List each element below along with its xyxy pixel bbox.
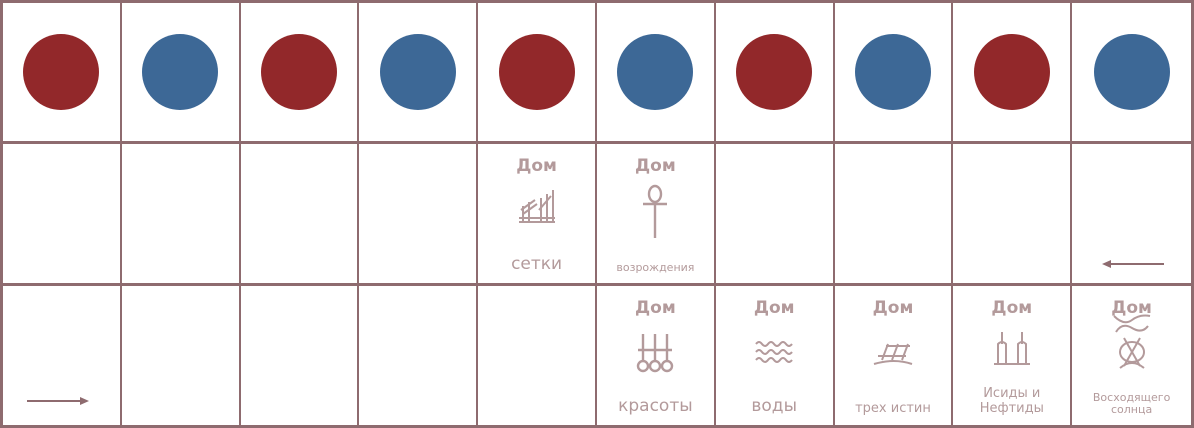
- square-20[interactable]: [3, 144, 122, 286]
- house-label: Дом: [753, 298, 795, 318]
- house-label: Дом: [635, 298, 676, 318]
- red-piece[interactable]: [736, 34, 813, 110]
- square-28-house-of-three-truths[interactable]: Дом трех истин: [835, 286, 954, 425]
- ankh-icon: [643, 184, 668, 238]
- square-14[interactable]: [715, 144, 835, 286]
- house-name: воды: [751, 396, 797, 417]
- square-5[interactable]: [478, 3, 597, 144]
- square-25[interactable]: [478, 286, 597, 425]
- square-2[interactable]: [121, 3, 241, 144]
- arrow-right-icon: [27, 397, 89, 405]
- square-27-house-of-water[interactable]: Дом воды: [716, 286, 835, 425]
- house-name: возрождения: [616, 261, 695, 275]
- house-name: Исиды и Нефтиды: [979, 386, 1044, 417]
- square-26-house-of-beauty[interactable]: Дом красоты: [597, 286, 716, 425]
- square-19[interactable]: [121, 144, 241, 286]
- square-15-house-of-rebirth[interactable]: Дом возрождения: [597, 144, 716, 286]
- house-name: трех истин: [855, 401, 931, 417]
- square-24[interactable]: [359, 286, 479, 425]
- square-18[interactable]: [240, 144, 360, 286]
- red-piece[interactable]: [498, 34, 575, 110]
- three-truths-icon: [873, 343, 913, 365]
- square-12[interactable]: [953, 144, 1073, 286]
- house-name: Восходящего солнца: [1092, 390, 1171, 417]
- square-7[interactable]: [715, 3, 835, 144]
- beauty-icon: [637, 334, 674, 373]
- rising-sun-icon: [1112, 314, 1150, 369]
- house-label: Дом: [635, 156, 676, 176]
- isis-nephthys-icon: [993, 332, 1030, 365]
- square-16-house-of-nets[interactable]: Дом сетки: [478, 144, 597, 286]
- house-name: сетки: [511, 254, 563, 275]
- house-name: красоты: [618, 396, 693, 417]
- house-label: Дом: [872, 298, 914, 318]
- blue-piece[interactable]: [617, 34, 694, 110]
- square-23[interactable]: [241, 286, 360, 425]
- house-label: Дом: [1111, 298, 1152, 318]
- square-3[interactable]: [240, 3, 360, 144]
- square-13[interactable]: [834, 144, 954, 286]
- blue-piece[interactable]: [142, 34, 219, 110]
- square-30-house-of-rising-sun[interactable]: Дом Восходящего солнца: [1072, 286, 1191, 425]
- square-10[interactable]: [1072, 3, 1191, 144]
- red-piece[interactable]: [23, 34, 100, 110]
- square-6[interactable]: [597, 3, 716, 144]
- house-label: Дом: [516, 156, 557, 176]
- blue-piece[interactable]: [1093, 34, 1170, 110]
- square-4[interactable]: [359, 3, 479, 144]
- square-22[interactable]: [122, 286, 241, 425]
- house-label: Дом: [991, 298, 1033, 318]
- square-9[interactable]: [953, 3, 1073, 144]
- square-1[interactable]: [3, 3, 122, 144]
- blue-piece[interactable]: [379, 34, 456, 110]
- blue-piece[interactable]: [854, 34, 931, 110]
- nets-icon: [518, 190, 555, 223]
- red-piece[interactable]: [973, 34, 1050, 110]
- square-21[interactable]: [3, 286, 122, 425]
- square-17[interactable]: [359, 144, 479, 286]
- arrow-left-icon: [1102, 260, 1165, 268]
- square-11[interactable]: [1072, 144, 1191, 286]
- water-icon: [755, 341, 793, 363]
- square-29-house-of-isis-and-nephthys[interactable]: Дом Исиды и Нефтиды: [953, 286, 1073, 425]
- red-piece[interactable]: [260, 34, 337, 110]
- square-8[interactable]: [834, 3, 954, 144]
